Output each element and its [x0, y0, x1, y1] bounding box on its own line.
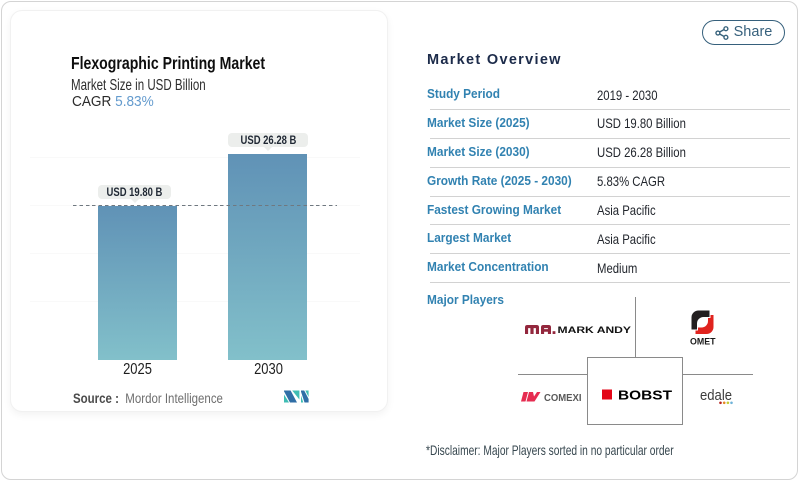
svg-text:BOBST: BOBST	[618, 389, 672, 401]
svg-text:COMEXI: COMEXI	[544, 393, 582, 404]
svg-text:OMET: OMET	[690, 337, 716, 346]
svg-text:MARK ANDY: MARK ANDY	[558, 325, 632, 335]
svg-text:edale: edale	[700, 388, 732, 404]
